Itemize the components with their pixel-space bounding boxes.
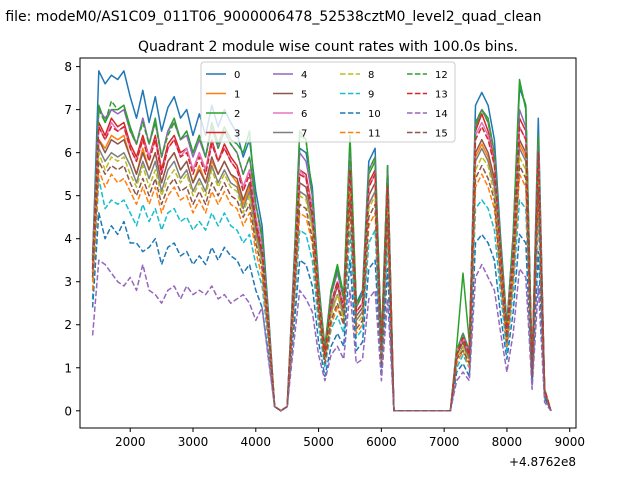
series-line-14: [91, 259, 552, 412]
series-layer: [91, 70, 552, 412]
plot-area: 2000 3000 4000 5000 6000 7000 8000 9000 0123456…: [64, 57, 585, 469]
x-tick-label: 4000: [241, 435, 272, 449]
legend-label-0: 0: [234, 70, 240, 81]
x-tick-label: 8000: [492, 435, 523, 449]
x-tick-label: 2000: [115, 435, 146, 449]
legend-label-5: 5: [301, 90, 307, 101]
y-tick-label: 6: [64, 146, 72, 160]
legend-label-7: 7: [301, 129, 307, 140]
legend-label-10: 10: [368, 109, 381, 120]
y-tick-label: 7: [64, 103, 72, 117]
x-tick-label: 6000: [366, 435, 397, 449]
y-tick-label: 0: [64, 404, 72, 418]
plot-frame: [79, 57, 577, 429]
legend-label-14: 14: [435, 109, 448, 120]
x-tick-label: 7000: [429, 435, 460, 449]
legend-label-6: 6: [301, 109, 307, 120]
legend-frame: [200, 61, 456, 143]
series-line-13: [91, 126, 552, 412]
x-tick-label: 9000: [554, 435, 585, 449]
legend-label-4: 4: [301, 70, 307, 81]
legend-label-11: 11: [368, 129, 381, 140]
y-tick-label: 1: [64, 361, 72, 375]
y-tick-label: 3: [64, 275, 72, 289]
legend-label-9: 9: [368, 90, 374, 101]
x-tick-label: 5000: [303, 435, 334, 449]
legend-label-1: 1: [234, 90, 240, 101]
y-tick-label: 2: [64, 318, 72, 332]
y-tick-label: 5: [64, 189, 72, 203]
legend-label-2: 2: [234, 109, 240, 120]
y-tick-label: 8: [64, 60, 72, 74]
x-axis-offset-label: +4.8762e8: [509, 455, 576, 469]
series-line-10: [91, 212, 552, 412]
legend-label-3: 3: [234, 129, 240, 140]
x-axis: 2000 3000 4000 5000 6000 7000 8000 9000: [115, 428, 585, 449]
figure-suptitle: n file: modeM0/AS1C09_011T06_9000006478_…: [0, 9, 541, 25]
chart-title: Quadrant 2 module wise count rates with …: [138, 39, 518, 55]
legend-label-8: 8: [368, 70, 374, 81]
legend-label-12: 12: [435, 70, 448, 81]
y-axis: 0 1 2 3 4 5 6 7 8: [64, 60, 80, 418]
legend-label-13: 13: [435, 90, 448, 101]
legend-label-15: 15: [435, 129, 448, 140]
x-tick-label: 3000: [178, 435, 209, 449]
y-tick-label: 4: [64, 232, 72, 246]
